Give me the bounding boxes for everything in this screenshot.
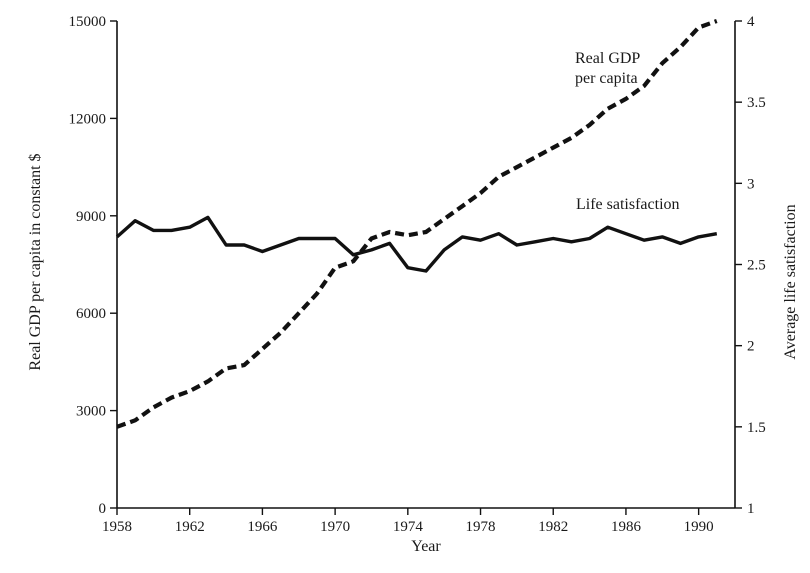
x-tick-label-1990: 1990 (684, 519, 714, 535)
left-y-tick-label-0: 0 (99, 501, 107, 517)
left-y-axis-title: Real GDP per capita in constant $ (27, 153, 44, 370)
left-y-tick-label-12000: 12000 (69, 111, 107, 127)
gdp-point-1964 (225, 367, 227, 369)
right-y-tick-label-2.5: 2.5 (747, 258, 766, 274)
series-layer (115, 19, 718, 429)
x-ticks: 1958 1962 1966 1970 1974 1978 1982 1986 1990 (102, 508, 714, 535)
x-tick-label-1982: 1982 (538, 519, 568, 535)
right-y-tick-label-2: 2 (747, 339, 755, 355)
right-y-tick-label-4: 4 (747, 14, 755, 30)
gdp-point-1979 (498, 176, 500, 178)
life-satisfaction-line (115, 215, 718, 273)
right-y-tick-label-1: 1 (747, 501, 755, 517)
left-y-tick-label-3000: 3000 (76, 404, 106, 420)
gdp-point-1989 (679, 46, 681, 48)
x-tick-label-1958: 1958 (102, 519, 132, 535)
gdp-point-1962 (189, 390, 191, 392)
x-tick-label-1986: 1986 (611, 519, 642, 535)
gdp-series-label-line-2: per capita (575, 70, 638, 87)
gdp-point-1970 (334, 267, 336, 269)
right-y-axis-title: Average life satisfaction (782, 204, 799, 359)
gdp-point-1976 (443, 218, 445, 220)
left-y-tick-label-6000: 6000 (76, 306, 106, 322)
x-tick-label-1966: 1966 (247, 519, 278, 535)
gdp-per-capita-line (116, 19, 718, 429)
x-tick-label-1962: 1962 (175, 519, 205, 535)
x-tick-label-1970: 1970 (320, 519, 350, 535)
gdp-point-1990 (697, 26, 699, 28)
x-tick-label-1974: 1974 (393, 519, 424, 535)
left-y-ticks: 0 3000 6000 9000 12000 15000 (69, 14, 117, 517)
gdp-series-label-line-1: Real GDP (575, 50, 640, 67)
x-axis-title: Year (411, 538, 441, 555)
life-satisfaction-series-label: Life satisfaction (576, 196, 680, 213)
right-y-ticks: 1 1.5 2 2.5 3 3.5 4 (735, 14, 766, 517)
right-y-tick-label-3.5: 3.5 (747, 95, 766, 111)
gdp-point-1974 (407, 234, 409, 236)
right-y-tick-label-1.5: 1.5 (747, 420, 766, 436)
left-y-tick-label-9000: 9000 (76, 209, 106, 225)
x-tick-label-1978: 1978 (466, 519, 496, 535)
left-y-tick-label-15000: 15000 (69, 14, 107, 30)
right-y-tick-label-3: 3 (747, 176, 755, 192)
